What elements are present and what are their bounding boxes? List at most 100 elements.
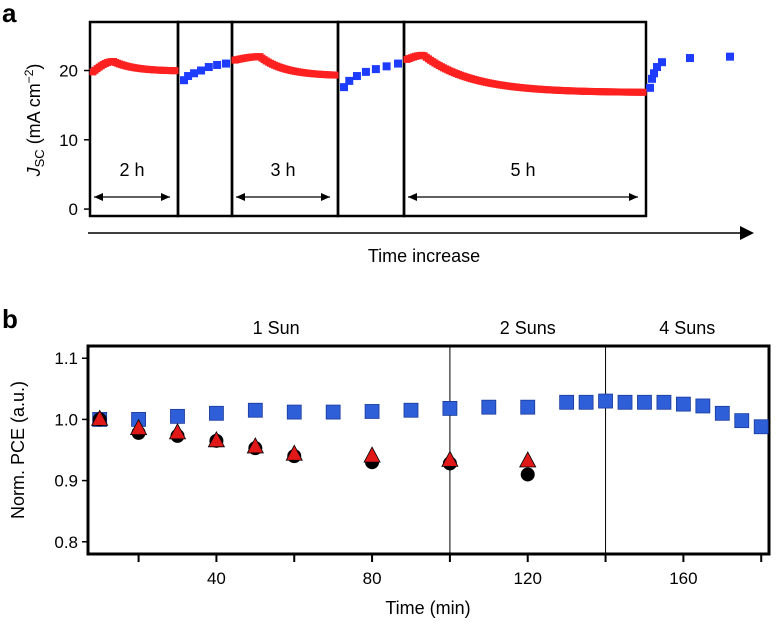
panel-a-interval-arrowhead-right — [321, 193, 330, 201]
panel-a-dark-point — [371, 65, 380, 74]
panel-a-interval-label: 2 h — [119, 160, 144, 180]
panel-b-square-point — [578, 394, 594, 410]
panel-letter-b: b — [2, 304, 18, 334]
panel-a-dark-point — [650, 69, 658, 78]
panel-b-square-point — [617, 394, 633, 410]
panel-b-square-point — [520, 399, 536, 415]
panel-a-chart: 2 h 3 h 5 h 0 10 20 JSC (mA cm−2) Time incre… — [22, 20, 754, 266]
panel-b-circle-point — [520, 467, 535, 482]
panel-a-dark-point — [653, 63, 661, 72]
panel-a-dark-point — [340, 83, 348, 92]
panel-a-frame-box — [402, 20, 648, 218]
panel-b-triangle-point — [129, 418, 148, 435]
panel-b-regions: 1 Sun 2 Suns 4 Suns — [253, 318, 715, 554]
panel-b-x-tick-label: 120 — [514, 569, 542, 588]
panel-a-interval-arrowhead-left — [94, 193, 103, 201]
panel-b-y-tick-label: 1.0 — [54, 410, 78, 429]
panel-a-dark-point — [382, 62, 391, 71]
panel-b-square-point — [209, 405, 224, 421]
panel-a-y-tick-label: 20 — [59, 62, 78, 81]
panel-b-square-point — [364, 404, 380, 419]
panel-b-square-point — [753, 419, 769, 435]
panel-a-y-axis: 0 10 20 — [59, 62, 90, 219]
panel-b-y-axis-label: Norm. PCE (a.u.) — [8, 381, 28, 519]
panel-a-frame-box — [336, 20, 406, 218]
ylabel-close: ) — [24, 64, 44, 70]
panel-a-dark-point — [213, 60, 222, 69]
panel-a-frame-box — [230, 20, 340, 218]
panel-b-triangle-point — [91, 409, 109, 426]
panel-b-y-tick-label: 0.9 — [54, 472, 78, 491]
panel-b-triangle-point — [246, 437, 264, 454]
panel-b-x-axis-label: Time (min) — [385, 598, 470, 618]
panel-a-dark-point — [394, 59, 402, 68]
panel-b-triangle-point — [519, 451, 537, 468]
panel-b-triangle-point — [207, 430, 226, 448]
panel-a-dark-point — [204, 63, 213, 72]
panel-b-region-label: 4 Suns — [659, 318, 715, 338]
panel-a-dark-point — [352, 72, 361, 81]
panel-a-frame-box — [88, 20, 180, 218]
ylabel-unit: (mA cm — [24, 83, 44, 149]
panel-b-square-point — [559, 394, 575, 410]
panel-a-interval-arrowhead-right — [161, 193, 170, 201]
panel-letter-a: a — [2, 0, 17, 28]
panel-b-x-tick-label: 160 — [669, 569, 697, 588]
panel-a-dark-point — [222, 59, 230, 68]
panel-a-dark-point — [726, 52, 734, 61]
panel-a-dark-point — [180, 76, 188, 85]
panel-a-y-tick-label: 0 — [69, 200, 78, 219]
panel-b-series — [91, 393, 769, 482]
panel-b-chart: 1 Sun 2 Suns 4 Suns 0.8 0.9 1.0 1.1 40 80 120 16… — [8, 318, 771, 618]
panel-b-square-point — [170, 408, 185, 424]
panel-b-square-point — [598, 393, 613, 409]
panel-a-interval-label: 5 h — [510, 160, 535, 180]
time-increase-arrow-head — [740, 226, 754, 240]
panel-a-light-point — [331, 71, 339, 79]
panel-a-frame-box — [176, 20, 234, 218]
panel-b-square-point — [442, 400, 458, 416]
panel-a-interval-arrowhead-left — [408, 193, 417, 201]
panel-b-x-tick-label: 80 — [363, 569, 382, 588]
panel-a-interval-arrows: 2 h 3 h 5 h — [94, 160, 638, 201]
panel-a-dark-point — [197, 66, 206, 75]
panel-b-y-axis: 0.8 0.9 1.0 1.1 — [54, 349, 89, 552]
panel-b-square-point — [675, 396, 691, 412]
panel-a-y-axis-label: JSC (mA cm−2) — [22, 64, 47, 178]
ylabel-exp: −2 — [22, 69, 36, 83]
panel-a-dark-series — [180, 52, 734, 92]
panel-a-dark-point — [345, 76, 354, 85]
panel-b-triangle-point — [285, 444, 303, 461]
panel-b-square-point — [656, 394, 672, 410]
panel-b-square-point — [637, 394, 652, 410]
panel-b-square-point — [403, 402, 419, 418]
panel-a-dark-point — [184, 72, 193, 81]
panel-a-frames — [88, 20, 648, 218]
panel-b-region-label: 1 Sun — [253, 318, 300, 338]
panel-b-square-point — [695, 398, 711, 414]
panel-a-interval-arrowhead-right — [629, 193, 638, 201]
panel-b-square-point — [247, 402, 263, 418]
panel-a-dark-point — [190, 69, 199, 78]
ylabel-j: J — [24, 166, 44, 177]
panel-b-y-tick-label: 0.8 — [54, 533, 78, 552]
panel-b-plot-frame — [86, 344, 771, 556]
panel-b-square-point — [325, 404, 341, 420]
panel-b-square-point — [734, 413, 750, 429]
panel-a-x-axis-label: Time increase — [368, 246, 480, 266]
panel-b-region-label: 2 Suns — [500, 318, 556, 338]
panel-a-dark-point — [658, 58, 666, 67]
panel-a-light-point — [171, 67, 179, 75]
panel-a-light-series — [89, 51, 647, 96]
panel-a-y-tick-label: 10 — [59, 131, 78, 150]
panel-b-x-axis: 40 80 120 160 — [137, 554, 763, 588]
panel-b-y-tick-label: 1.1 — [54, 349, 78, 368]
panel-a-dark-point — [686, 54, 694, 63]
panel-b-triangle-point — [168, 423, 187, 440]
panel-b-x-tick-label: 40 — [207, 569, 226, 588]
panel-a-interval-label: 3 h — [270, 160, 295, 180]
panel-a-dark-point — [361, 67, 370, 76]
panel-b-square-point — [714, 405, 730, 421]
panel-a-light-point — [639, 88, 647, 96]
